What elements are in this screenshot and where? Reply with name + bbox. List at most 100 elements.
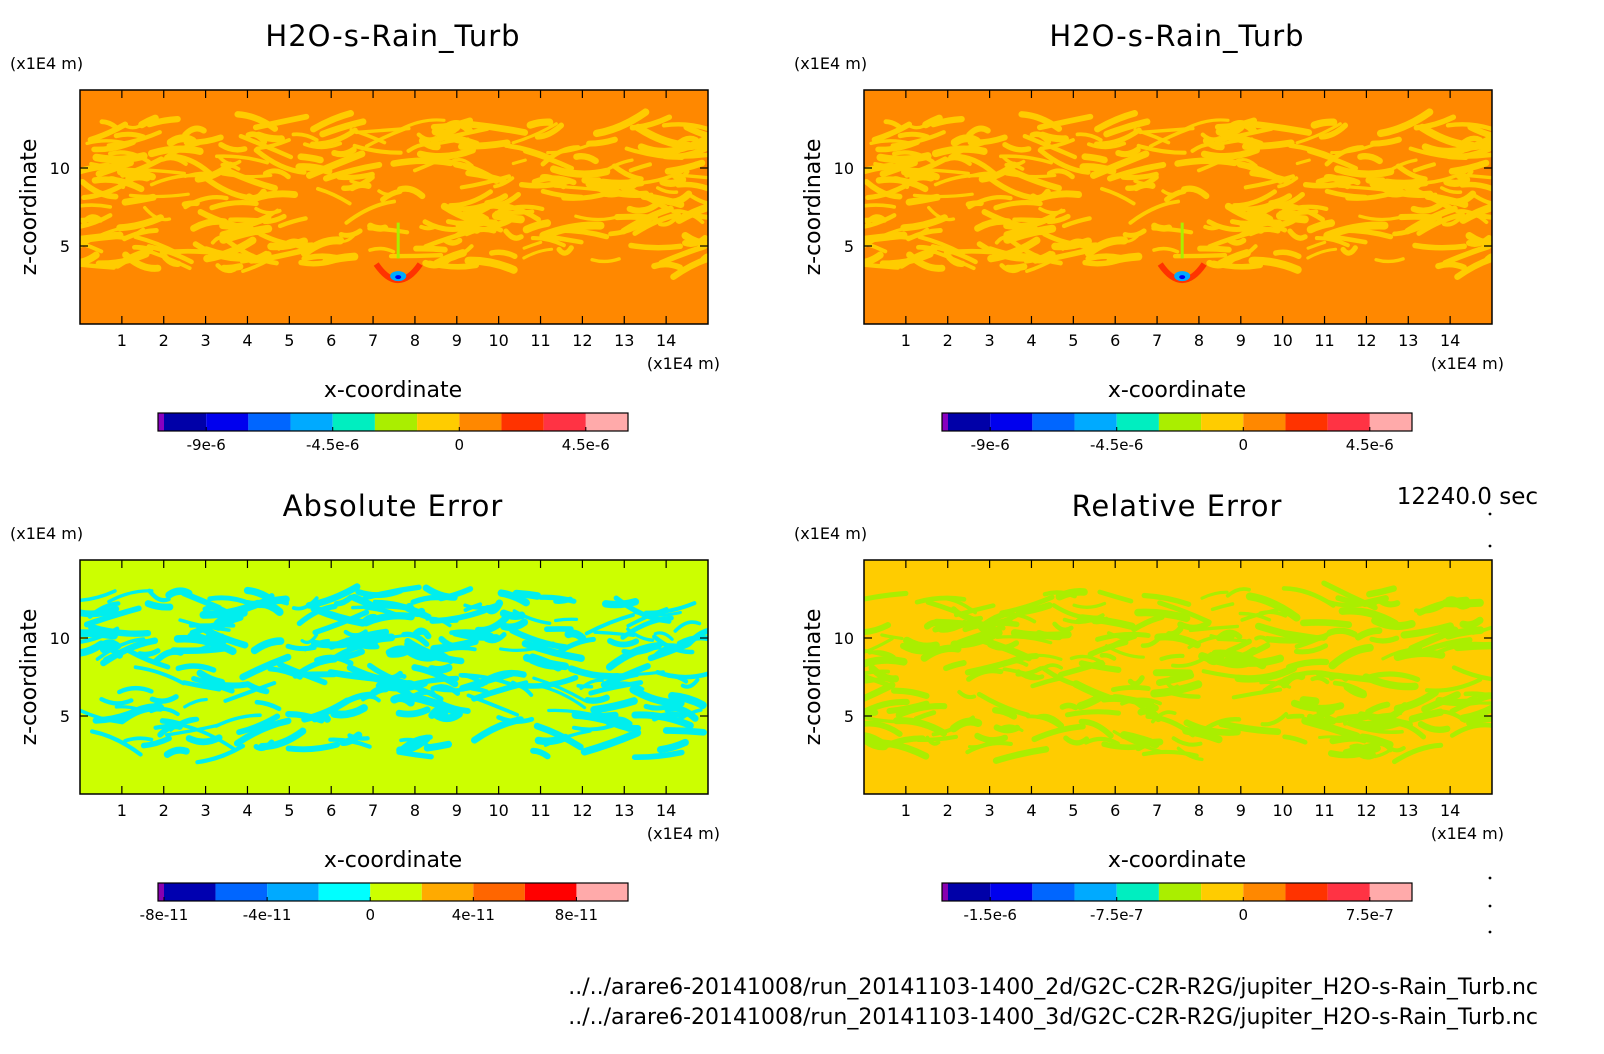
pattern-streak <box>95 637 146 661</box>
pattern-streak <box>539 174 567 190</box>
pattern-streak <box>285 643 317 652</box>
pattern-streak <box>652 634 695 655</box>
x-tick-label: 11 <box>530 331 550 350</box>
pattern-streak <box>219 227 261 239</box>
pattern-streak <box>175 663 217 673</box>
pattern-streak <box>914 595 967 605</box>
x-unit-label: (x1E4 m) <box>647 824 720 843</box>
x-tick-label: 5 <box>1068 801 1078 820</box>
pattern-streak <box>1457 135 1483 148</box>
pattern-streak <box>405 692 462 717</box>
colorbar-swatch <box>1369 883 1412 901</box>
pattern-streak <box>309 127 358 147</box>
pattern-streak <box>1345 190 1396 201</box>
pattern-streak <box>1140 636 1161 648</box>
x-tick-label: 2 <box>159 801 169 820</box>
pattern-streak <box>118 703 165 725</box>
pattern-streak <box>196 669 226 686</box>
pattern-streak <box>1248 256 1302 274</box>
pattern-streak <box>1404 205 1458 235</box>
pattern-streak <box>1166 625 1184 638</box>
pattern-streak <box>871 121 913 143</box>
x-tick-label: 2 <box>943 331 953 350</box>
pattern-streak <box>1318 735 1367 744</box>
colorbar-tick-label: -4e-11 <box>243 906 292 924</box>
pattern-streak <box>512 609 552 625</box>
pattern-streak <box>372 599 432 618</box>
pattern-streak <box>165 587 193 599</box>
pattern-streak <box>1391 720 1427 740</box>
pattern-streak <box>1460 173 1492 180</box>
pattern-streak <box>1328 672 1349 682</box>
pattern-streak <box>99 697 134 706</box>
pattern-streak <box>611 163 644 182</box>
pattern-streak <box>297 153 324 164</box>
chart-panel-2: H2O-s-Rain_Turb(x1E4 m)1 2 3 4 5 6 7 8 9 10 11 12 13… <box>794 19 1504 454</box>
pattern-streak <box>1171 736 1203 747</box>
pattern-streak <box>1473 194 1492 206</box>
pattern-streak <box>1410 199 1446 214</box>
pattern-streak <box>1063 735 1090 746</box>
pattern-streak <box>666 673 689 684</box>
file-path-3d: ../../arare6-20141008/run_20141103-1400_… <box>568 1005 1538 1030</box>
y-axis-label: z-coordinate <box>801 609 826 746</box>
pattern-streak <box>440 244 474 262</box>
pattern-streak <box>1466 211 1492 220</box>
pattern-streak <box>254 699 282 712</box>
pattern-streak <box>530 236 566 248</box>
pattern-streak <box>220 162 241 171</box>
x-tick-label: 4 <box>242 331 252 350</box>
colorbar-swatch <box>1369 413 1412 431</box>
pattern-streak <box>1449 693 1492 714</box>
pattern-streak <box>655 186 679 195</box>
pattern-streak <box>1037 147 1091 175</box>
pattern-streak <box>1412 162 1436 173</box>
colorbar-swatch <box>290 413 333 431</box>
plot-frame <box>863 89 1493 325</box>
pattern-streak <box>893 227 930 240</box>
colorbar-tick-label: -9e-6 <box>971 436 1010 454</box>
y-axis-label: z-coordinate <box>17 609 42 746</box>
colorbar-tick-label: 8e-11 <box>555 906 598 924</box>
pattern-streak <box>330 704 368 719</box>
pattern-streak <box>1306 219 1336 234</box>
pattern-streak <box>1231 687 1283 700</box>
pattern-streak <box>416 146 476 160</box>
pattern-streak <box>87 121 129 143</box>
colorbar-swatch <box>948 413 991 431</box>
pattern-streak <box>1327 745 1381 759</box>
pattern-streak <box>1372 702 1409 724</box>
pattern-streak <box>668 692 707 710</box>
pattern-streak <box>659 176 687 188</box>
x-unit-label: (x1E4 m) <box>1431 354 1504 373</box>
pattern-streak <box>1362 673 1419 691</box>
x-tick-label: 11 <box>1314 801 1334 820</box>
pattern-streak <box>664 159 706 175</box>
pattern-streak <box>500 618 529 631</box>
pattern-streak <box>974 732 1008 744</box>
colorbar-swatch <box>524 883 577 901</box>
pattern-streak <box>1016 669 1045 681</box>
pattern-streak <box>328 737 372 749</box>
pattern-streak <box>465 120 529 136</box>
pattern-streak <box>543 729 592 747</box>
pattern-streak <box>1164 679 1180 690</box>
pattern-streak <box>661 143 708 160</box>
pattern-streak <box>671 169 690 181</box>
pattern-streak <box>920 644 962 662</box>
pattern-streak <box>864 709 879 719</box>
y-tick-label: 10 <box>50 629 70 648</box>
pattern-streak <box>626 199 662 214</box>
pattern-streak <box>658 244 707 266</box>
colorbar-swatch <box>543 413 586 431</box>
pattern-streak <box>1326 599 1373 608</box>
pattern-streak <box>1463 140 1492 151</box>
pattern-streak <box>451 158 474 168</box>
pattern-streak <box>992 746 1050 764</box>
pattern-streak <box>573 153 599 165</box>
x-tick-label: 13 <box>614 801 634 820</box>
colorbar-swatch <box>585 413 628 431</box>
pattern-streak <box>1366 585 1397 598</box>
pattern-streak <box>999 659 1029 667</box>
colorbar-swatch <box>1032 883 1075 901</box>
